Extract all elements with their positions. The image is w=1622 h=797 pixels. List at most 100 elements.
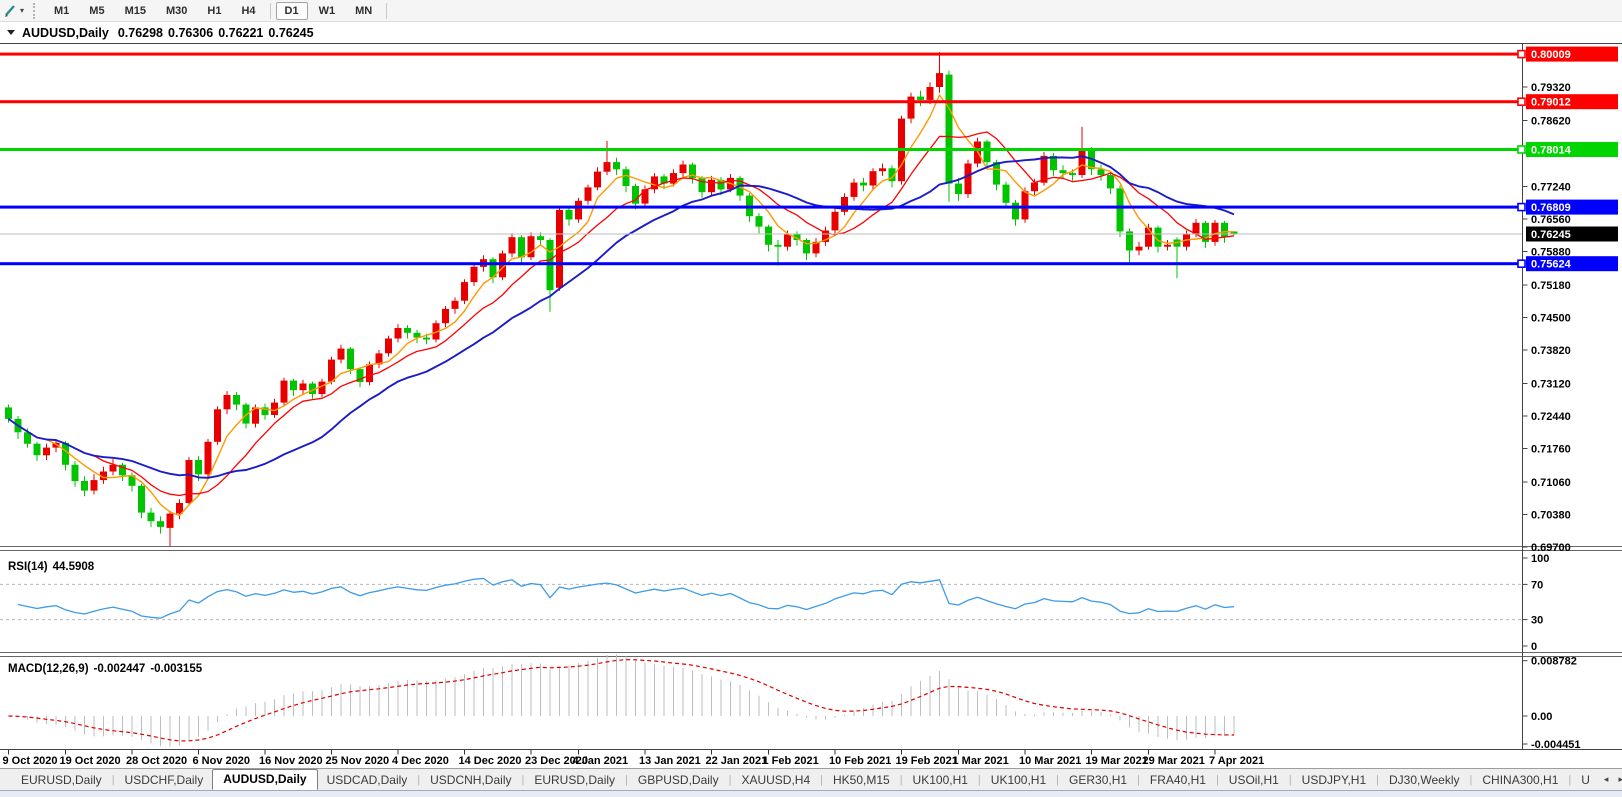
timeframe-button-M15[interactable]: M15 [116, 2, 155, 20]
candle-body [698, 177, 706, 193]
candle-body [499, 253, 506, 278]
candle-body [1116, 188, 1124, 232]
candle-body [489, 259, 497, 278]
tab-separator: | [1056, 773, 1060, 786]
date-axis-label: 28 Oct 2020 [126, 755, 187, 767]
chart-tab-eurusd-daily[interactable]: EURUSD,Daily [21, 772, 102, 787]
candle-body [432, 323, 440, 340]
hline-0.78014[interactable] [0, 148, 1523, 151]
tab-scroll-right-icon[interactable]: ▸ [1613, 772, 1622, 787]
candle-body [1078, 150, 1086, 175]
chart-tab-usdchf-daily[interactable]: USDCHF,Daily [124, 772, 204, 787]
hline-0.76809[interactable] [0, 205, 1523, 209]
chart-tab-overflow[interactable]: U [1581, 772, 1590, 787]
timeframe-button-H4[interactable]: H4 [232, 2, 264, 20]
price-axis-label: 0.75180 [1531, 280, 1571, 292]
timeframe-button-M5[interactable]: M5 [80, 2, 113, 20]
chart-tab-uk100-h1[interactable]: UK100,H1 [912, 772, 968, 787]
tab-separator: | [1469, 773, 1473, 786]
candle-body [1097, 169, 1105, 175]
symbol-dropdown-icon[interactable] [7, 30, 15, 35]
toolbar: ▾ M1 M5 M15 M30 H1 H4 D1 W1 MN [0, 0, 1622, 22]
chart-tab-bar: EURUSD,Daily | USDCHF,Daily AUDUSD,Daily USD… [0, 768, 1622, 790]
candle-body [508, 237, 516, 254]
chart-tab-ger30-h1[interactable]: GER30,H1 [1069, 772, 1128, 787]
candle-body [793, 233, 801, 240]
chart-tab-audusd-daily[interactable]: AUDUSD,Daily [212, 769, 318, 790]
hline-handle[interactable] [1517, 259, 1526, 268]
hline-0.75624[interactable] [0, 262, 1523, 266]
date-axis-label: 19 Oct 2020 [60, 755, 121, 767]
candle-body [318, 381, 326, 394]
chart-tab-china300-h1[interactable]: CHINA300,H1 [1482, 772, 1559, 787]
candle-body [347, 348, 354, 370]
date-axis-label: 13 Jan 2021 [639, 755, 701, 767]
chart-tab-eurusd-daily[interactable]: EURUSD,Daily [534, 772, 616, 787]
candle-body [138, 485, 145, 513]
candle-body [119, 464, 126, 476]
candle-body [81, 481, 88, 491]
candle-body [356, 369, 364, 382]
date-axis-label: 7 Apr 2021 [1209, 755, 1264, 767]
chart-tab-hk50-m15[interactable]: HK50,M15 [832, 772, 890, 787]
timeframe-button-D1[interactable]: D1 [275, 1, 308, 20]
candle-body [869, 171, 877, 186]
candle-body [1069, 173, 1076, 175]
tab-scroll-controls: ◂▸ [1599, 772, 1622, 787]
hline-handle[interactable] [1517, 202, 1526, 212]
candle-body [784, 233, 791, 247]
chart-tab-usdcad-daily[interactable]: USDCAD,Daily [326, 772, 408, 787]
candle-body [964, 163, 972, 195]
candle-body [537, 236, 544, 240]
pencil-icon [5, 5, 15, 17]
chart-tab-fra40-h1[interactable]: FRA40,H1 [1149, 772, 1206, 787]
candle-body [765, 226, 772, 245]
chart-tab-xauusd-h4[interactable]: XAUUSD,H4 [741, 772, 811, 787]
candle-body [5, 407, 12, 419]
ma-slow-blue-line [7, 155, 1235, 479]
timeframe-button-H1[interactable]: H1 [198, 2, 230, 20]
candle-body [461, 282, 468, 301]
candle-body [204, 441, 212, 475]
price-badge-0.79012: 0.79012 [1517, 94, 1618, 110]
chart-tab-gbpusd-daily[interactable]: GBPUSD,Daily [637, 772, 719, 787]
candle-body [442, 308, 449, 324]
candle-body [147, 512, 155, 522]
chart-tab-uk100-h1[interactable]: UK100,H1 [990, 772, 1047, 787]
tab-scroll-left-icon[interactable]: ◂ [1603, 774, 1609, 784]
candle-body [261, 407, 269, 416]
timeframe-button-M30[interactable]: M30 [157, 2, 196, 20]
chevron-down-icon[interactable]: ▾ [20, 6, 25, 15]
hline-handle[interactable] [1517, 97, 1526, 106]
candle-body [1050, 155, 1057, 171]
candle-body [271, 402, 278, 415]
price-chart-canvas[interactable]: 0.793200.786200.779400.772400.765600.758… [0, 22, 1622, 768]
timeframe-button-M1[interactable]: M1 [45, 2, 78, 20]
toolbar-grip[interactable] [33, 2, 37, 19]
hline-handle[interactable] [1517, 49, 1526, 59]
date-axis-label: 4 Dec 2020 [392, 755, 449, 767]
date-axis-label: 19 Feb 2021 [896, 755, 958, 767]
hline-0.80009[interactable] [0, 52, 1523, 56]
chart-tab-dj30-weekly[interactable]: DJ30,Weekly [1389, 772, 1460, 787]
candle-body [708, 179, 715, 193]
candle-body [62, 442, 69, 465]
candle-body [328, 359, 335, 382]
hline-0.79012[interactable] [0, 100, 1523, 104]
chart-tab-usdjpy-h1[interactable]: USDJPY,H1 [1301, 772, 1367, 787]
chart-tab-usdcnh-daily[interactable]: USDCNH,Daily [430, 772, 512, 787]
timeframe-button-W1[interactable]: W1 [310, 2, 345, 20]
chart-tab-usoil-h1[interactable]: USOil,H1 [1228, 772, 1279, 787]
candle-body [451, 300, 459, 309]
price-badge-0.75624: 0.75624 [1517, 256, 1618, 272]
candle-body [309, 383, 316, 394]
macd-label: MACD(12,26,9) -0.002447 -0.003155 [8, 663, 203, 675]
date-axis-label: 4 Jan 2021 [573, 755, 629, 767]
price-axis-label: 0.69700 [1531, 542, 1571, 554]
tab-separator: | [417, 773, 421, 786]
candle-body [565, 209, 573, 220]
hline-handle[interactable] [1517, 145, 1526, 154]
draw-tool-button[interactable]: ▾ [3, 3, 24, 18]
timeframe-button-MN[interactable]: MN [346, 2, 381, 20]
candle-body [1211, 222, 1219, 242]
